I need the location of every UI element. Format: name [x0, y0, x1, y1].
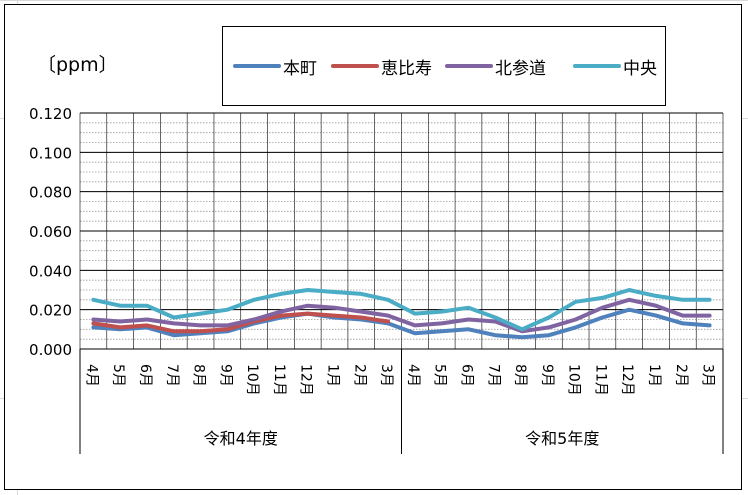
unit-label: 〔ppm〕: [37, 54, 118, 76]
sheet-gridline: [0, 0, 748, 1]
x-tick-label: 11月: [271, 364, 287, 396]
legend-swatch-kitasando: [445, 64, 493, 68]
y-tick-label: 0.100: [29, 144, 72, 162]
series-line-1: [91, 311, 391, 334]
x-tick-label: 12月: [619, 364, 635, 396]
y-tick-label: 0.020: [29, 302, 72, 320]
x-tick-label: 9月: [539, 364, 555, 387]
x-tick-label: 3月: [378, 364, 394, 387]
legend-item-ebisu: 恵比寿: [331, 54, 432, 79]
x-tick-label: 5月: [110, 364, 126, 387]
series-line-3: [91, 288, 712, 332]
x-tick-label: 7月: [485, 364, 501, 387]
legend-label: 中央: [623, 58, 657, 79]
x-tick-label: 4月: [405, 364, 421, 387]
legend-swatch-honcho: [233, 64, 281, 68]
y-tick-label: 0.060: [29, 223, 72, 241]
x-tick-label: 8月: [191, 364, 207, 387]
x-tick-label: 3月: [700, 364, 716, 387]
legend-label: 北参道: [495, 58, 546, 79]
x-tick-label: 7月: [164, 364, 180, 387]
y-tick-label: 0.000: [29, 341, 72, 359]
series-line-0: [91, 307, 712, 340]
x-tick-label: 12月: [298, 364, 314, 396]
y-tick-label: 0.080: [29, 184, 72, 202]
x-tick-label: 8月: [512, 364, 528, 387]
x-tick-label: 1月: [325, 364, 341, 387]
group-label: 令和5年度: [525, 429, 599, 448]
group-label: 令和4年度: [204, 429, 278, 448]
x-tick-label: 6月: [137, 364, 153, 387]
legend-label: 恵比寿: [381, 58, 432, 79]
x-tick-label: 10月: [566, 364, 582, 396]
legend-swatch-ebisu: [331, 64, 379, 68]
legend[interactable]: 本町 恵比寿 北参道 中央: [222, 26, 666, 106]
x-tick-label: 6月: [458, 364, 474, 387]
y-tick-label: 0.040: [29, 262, 72, 280]
legend-item-kitasando: 北参道: [445, 54, 546, 79]
x-tick-label: 10月: [244, 364, 260, 396]
x-tick-label: 4月: [83, 364, 99, 387]
x-tick-label: 2月: [351, 364, 367, 387]
y-tick-label: 0.120: [29, 105, 72, 123]
x-tick-label: 5月: [432, 364, 448, 387]
x-tick-label: 1月: [646, 364, 662, 387]
series-line-2: [91, 297, 712, 334]
x-tick-label: 11月: [592, 364, 608, 396]
legend-label: 本町: [283, 58, 317, 79]
legend-item-honcho: 本町: [233, 54, 317, 79]
legend-swatch-chuo: [573, 64, 621, 68]
legend-item-chuo: 中央: [573, 54, 657, 79]
x-tick-label: 9月: [217, 364, 233, 387]
x-tick-label: 2月: [673, 364, 689, 387]
